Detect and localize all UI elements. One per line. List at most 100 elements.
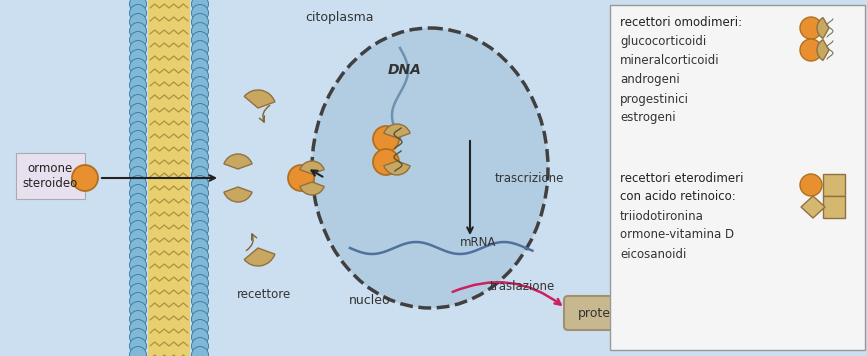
FancyBboxPatch shape bbox=[610, 5, 865, 350]
Circle shape bbox=[800, 174, 822, 196]
Wedge shape bbox=[300, 182, 324, 195]
Circle shape bbox=[192, 329, 208, 346]
Circle shape bbox=[129, 310, 147, 328]
Circle shape bbox=[192, 140, 208, 157]
Circle shape bbox=[129, 131, 147, 147]
Text: recettori eterodimeri: recettori eterodimeri bbox=[620, 172, 744, 184]
Circle shape bbox=[129, 194, 147, 210]
Circle shape bbox=[129, 94, 147, 111]
Circle shape bbox=[192, 148, 208, 166]
Circle shape bbox=[192, 85, 208, 103]
Circle shape bbox=[129, 266, 147, 283]
Circle shape bbox=[129, 121, 147, 138]
Circle shape bbox=[129, 68, 147, 84]
Wedge shape bbox=[384, 161, 410, 175]
Circle shape bbox=[192, 77, 208, 94]
Text: ormone-vitamina D: ormone-vitamina D bbox=[620, 229, 734, 241]
Circle shape bbox=[192, 22, 208, 40]
Wedge shape bbox=[384, 124, 410, 138]
Circle shape bbox=[192, 94, 208, 111]
FancyBboxPatch shape bbox=[823, 196, 845, 218]
Text: citoplasma: citoplasma bbox=[306, 11, 375, 25]
Circle shape bbox=[192, 176, 208, 193]
Circle shape bbox=[192, 49, 208, 67]
Circle shape bbox=[129, 0, 147, 12]
Circle shape bbox=[192, 41, 208, 58]
Text: estrogeni: estrogeni bbox=[620, 111, 675, 125]
Circle shape bbox=[129, 211, 147, 229]
Circle shape bbox=[129, 302, 147, 319]
FancyBboxPatch shape bbox=[16, 153, 85, 199]
Circle shape bbox=[129, 346, 147, 356]
Circle shape bbox=[129, 22, 147, 40]
Text: mineralcorticoidi: mineralcorticoidi bbox=[620, 54, 720, 68]
Circle shape bbox=[192, 274, 208, 292]
Text: con acido retinoico:: con acido retinoico: bbox=[620, 189, 736, 203]
Circle shape bbox=[192, 211, 208, 229]
Circle shape bbox=[129, 239, 147, 256]
Wedge shape bbox=[817, 40, 829, 61]
Wedge shape bbox=[224, 154, 252, 169]
Circle shape bbox=[192, 194, 208, 210]
Circle shape bbox=[129, 104, 147, 120]
Circle shape bbox=[800, 17, 822, 39]
Circle shape bbox=[72, 165, 98, 191]
Circle shape bbox=[129, 77, 147, 94]
Text: recettori omodimeri:: recettori omodimeri: bbox=[620, 16, 742, 28]
Circle shape bbox=[192, 121, 208, 138]
Circle shape bbox=[800, 39, 822, 61]
Circle shape bbox=[129, 5, 147, 21]
Circle shape bbox=[129, 85, 147, 103]
Circle shape bbox=[129, 293, 147, 309]
Circle shape bbox=[192, 293, 208, 309]
Circle shape bbox=[192, 184, 208, 201]
Wedge shape bbox=[244, 90, 275, 108]
Text: ormone
steroideo: ormone steroideo bbox=[23, 162, 78, 190]
Circle shape bbox=[192, 31, 208, 48]
Circle shape bbox=[192, 104, 208, 120]
Circle shape bbox=[192, 0, 208, 12]
Circle shape bbox=[129, 58, 147, 75]
Circle shape bbox=[129, 176, 147, 193]
Circle shape bbox=[129, 14, 147, 31]
Text: androgeni: androgeni bbox=[620, 73, 680, 87]
Circle shape bbox=[192, 247, 208, 265]
Wedge shape bbox=[244, 248, 275, 266]
Circle shape bbox=[192, 230, 208, 246]
Circle shape bbox=[288, 165, 314, 191]
Text: eicosanoidi: eicosanoidi bbox=[620, 247, 687, 261]
Text: triiodotironina: triiodotironina bbox=[620, 209, 704, 222]
Circle shape bbox=[129, 257, 147, 273]
Circle shape bbox=[192, 346, 208, 356]
FancyBboxPatch shape bbox=[823, 174, 845, 196]
Circle shape bbox=[192, 220, 208, 237]
Circle shape bbox=[192, 266, 208, 283]
Text: trascrizione: trascrizione bbox=[495, 172, 564, 184]
Circle shape bbox=[192, 203, 208, 220]
Circle shape bbox=[129, 220, 147, 237]
Circle shape bbox=[129, 230, 147, 246]
Wedge shape bbox=[224, 187, 252, 202]
Wedge shape bbox=[300, 161, 324, 174]
Circle shape bbox=[192, 14, 208, 31]
Ellipse shape bbox=[312, 28, 548, 308]
Circle shape bbox=[192, 319, 208, 336]
Circle shape bbox=[192, 167, 208, 183]
Circle shape bbox=[129, 247, 147, 265]
Circle shape bbox=[129, 274, 147, 292]
Circle shape bbox=[192, 257, 208, 273]
Text: glucocorticoidi: glucocorticoidi bbox=[620, 36, 707, 48]
Circle shape bbox=[192, 68, 208, 84]
Circle shape bbox=[129, 31, 147, 48]
Circle shape bbox=[129, 167, 147, 183]
Circle shape bbox=[129, 157, 147, 174]
Circle shape bbox=[192, 157, 208, 174]
Circle shape bbox=[129, 49, 147, 67]
Circle shape bbox=[373, 149, 399, 175]
Circle shape bbox=[192, 239, 208, 256]
Circle shape bbox=[129, 140, 147, 157]
Text: DNA: DNA bbox=[388, 63, 422, 77]
Circle shape bbox=[192, 337, 208, 355]
Circle shape bbox=[129, 41, 147, 58]
Text: traslazione: traslazione bbox=[490, 279, 555, 293]
